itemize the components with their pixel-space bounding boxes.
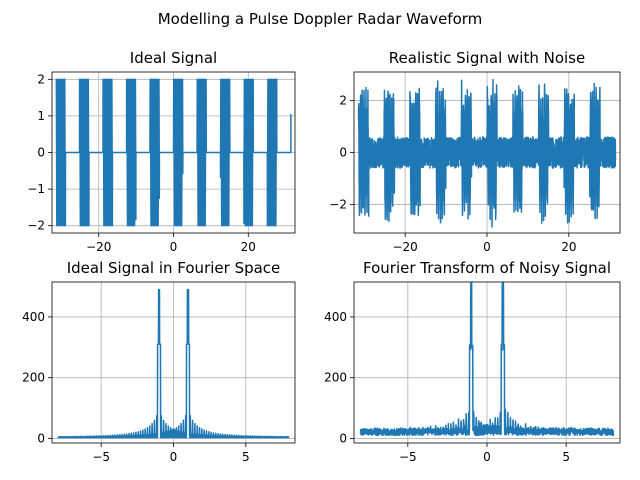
- series-line: [357, 78, 617, 228]
- subplot-ideal-signal: Ideal Signal −20 0 20 −2 −1 0 1 2: [27, 49, 296, 254]
- x-tick-label: 20: [561, 240, 576, 254]
- x-tick-label: 5: [242, 450, 250, 464]
- x-tick-label: 20: [241, 240, 256, 254]
- y-tick-label: −2: [27, 219, 45, 233]
- series-line: [55, 78, 292, 227]
- y-tick-label: 200: [22, 371, 45, 385]
- x-tick-label: −5: [399, 450, 417, 464]
- x-tick-label: −20: [86, 240, 111, 254]
- x-tick-label: 0: [170, 450, 178, 464]
- y-tick-label: 200: [324, 371, 347, 385]
- x-tick-label: 0: [170, 240, 178, 254]
- y-tick-label: 0: [37, 431, 45, 445]
- x-tick-label: 0: [483, 240, 491, 254]
- y-tick-label: 400: [324, 310, 347, 324]
- series-line: [57, 288, 290, 439]
- y-tick-label: 0: [339, 431, 347, 445]
- x-tick-label: −5: [92, 450, 110, 464]
- y-tick-label: 0: [37, 146, 45, 160]
- x-tick-label: 0: [483, 450, 491, 464]
- x-tick-label: −20: [392, 240, 417, 254]
- subplot-noisy-fourier: Fourier Transform of Noisy Signal −5 0 5 0 2…: [324, 259, 621, 464]
- series-line: [359, 282, 615, 437]
- subplot-ideal-fourier: Ideal Signal in Fourier Space −5 0 5 0 200 40…: [22, 259, 296, 464]
- subplot-noisy-signal: Realistic Signal with Noise −20 0 20−202: [329, 49, 621, 254]
- subplot-title: Ideal Signal in Fourier Space: [67, 259, 281, 277]
- y-tick-label: 1: [37, 109, 45, 123]
- y-tick-label: −2: [329, 197, 347, 211]
- y-tick-label: 2: [37, 72, 45, 86]
- x-tick-label: 5: [562, 450, 570, 464]
- y-tick-label: 0: [339, 146, 347, 160]
- y-tick-label: 2: [339, 94, 347, 108]
- y-tick-label: −1: [27, 182, 45, 196]
- y-tick-label: 400: [22, 310, 45, 324]
- figure-suptitle: Modelling a Pulse Doppler Radar Waveform: [158, 10, 483, 28]
- subplot-title: Realistic Signal with Noise: [389, 49, 585, 67]
- subplot-title: Fourier Transform of Noisy Signal: [363, 259, 611, 277]
- subplot-title: Ideal Signal: [130, 49, 217, 67]
